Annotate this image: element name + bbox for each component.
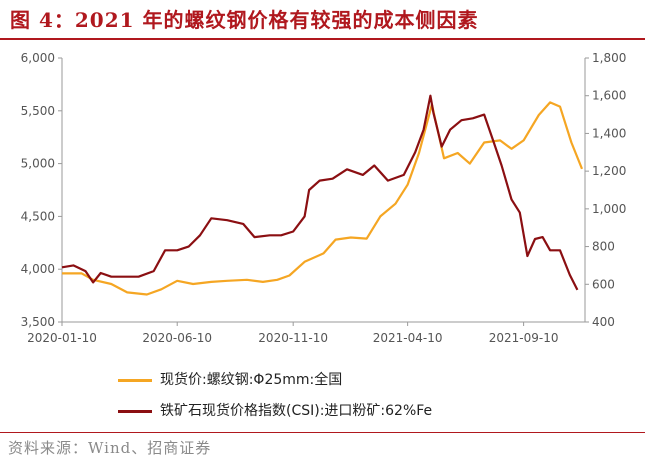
legend-label-rebar: 现货价:螺纹钢:Φ25mm:全国 (160, 372, 343, 388)
x-tick-label: 2020-06-10 (142, 331, 212, 345)
left-tick-label: 3,500 (21, 315, 55, 329)
left-y-axis: 3,500 4,000 4,500 5,000 5,500 6,000 (21, 51, 62, 329)
x-tick-label: 2021-09-10 (489, 331, 559, 345)
source-note: 资料来源：Wind、招商证券 (8, 439, 212, 457)
figure-title: 图 4：2021 年的螺纹钢价格有较强的成本侧因素 (10, 8, 479, 32)
right-tick-label: 1,800 (592, 51, 626, 65)
legend-swatch-ore (118, 409, 152, 413)
right-tick-label: 1,200 (592, 164, 626, 178)
legend-swatch-rebar (118, 378, 152, 382)
legend-label-ore: 铁矿石现货价格指数(CSI):进口粉矿:62%Fe (160, 403, 433, 419)
left-tick-label: 4,000 (21, 262, 55, 276)
series-layer (61, 94, 584, 296)
x-tick-label: 2020-01-10 (27, 331, 97, 345)
x-axis: 2020-01-10 2020-06-10 2020-11-10 2021-04-10… (27, 322, 558, 345)
left-tick-label: 5,500 (21, 104, 55, 118)
x-tick-label: 2020-11-10 (258, 331, 328, 345)
series-line-rebar (62, 101, 584, 296)
left-tick-label: 5,000 (21, 157, 55, 171)
source-divider (0, 432, 645, 433)
left-tick-label: 4,500 (21, 209, 55, 223)
legend-item-ore: 铁矿石现货价格指数(CSI):进口粉矿:62%Fe (118, 400, 432, 420)
plot-frame (61, 58, 586, 323)
left-tick-label: 6,000 (21, 51, 55, 65)
right-tick-label: 400 (592, 315, 615, 329)
title-divider (0, 38, 645, 40)
legend-item-rebar: 现货价:螺纹钢:Φ25mm:全国 (118, 369, 342, 389)
x-tick-label: 2021-04-10 (373, 331, 443, 345)
right-tick-label: 600 (592, 277, 615, 291)
right-y-axis: 400 600 800 1,000 1,200 1,400 1,600 1,800 (585, 51, 626, 329)
right-tick-label: 1,000 (592, 202, 626, 216)
right-tick-label: 1,600 (592, 89, 626, 103)
series-line-ore (61, 94, 579, 291)
right-tick-label: 1,400 (592, 126, 626, 140)
right-tick-label: 800 (592, 240, 615, 254)
